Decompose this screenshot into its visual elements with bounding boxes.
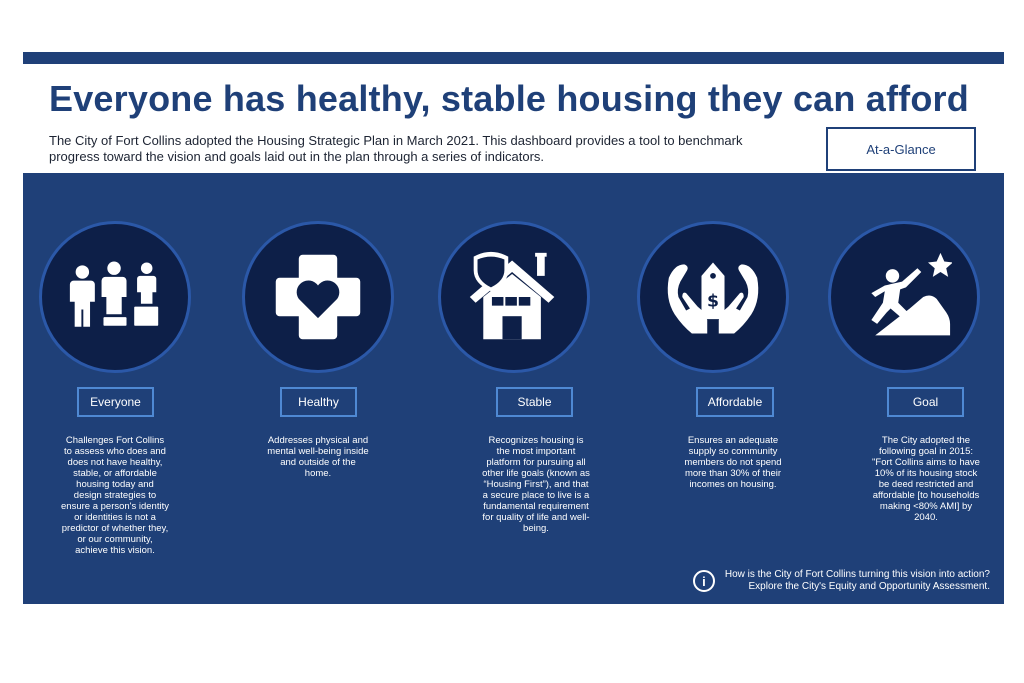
equity-assessment-link[interactable]: How is the City of Fort Collins turning … [725,569,990,593]
footer-line-1: How is the City of Fort Collins turning … [724,569,990,580]
page-title: Everyone has healthy, stable housing the… [49,78,969,119]
top-accent-bar [23,52,1004,64]
climber-star-icon [828,221,980,373]
stable-button[interactable]: Stable [496,387,573,417]
affordable-button[interactable]: Affordable [696,387,774,417]
hands-price-tag-icon: $ [637,221,789,373]
equity-assessment-note: i How is the City of Fort Collins turnin… [692,569,990,593]
stable-description-text: Recognizes housing is the most important… [482,435,590,534]
people-equity-icon [39,221,191,373]
footer-line-2: Explore the City's Equity and Opportunit… [748,581,990,592]
info-icon[interactable]: i [692,570,715,592]
goal-button[interactable]: Goal [887,387,964,417]
everyone-description: Challenges Fort Collins to assess who do… [25,435,205,556]
healthy-description-text: Addresses physical and mental well-being… [267,435,369,479]
heart-cross-icon [242,221,394,373]
affordable-description-text: Ensures an adequate supply so community … [684,435,782,490]
vision-panel: Everyone Challenges Fort Collins to asse… [23,173,1004,604]
healthy-description: Addresses physical and mental well-being… [228,435,408,479]
dashboard-frame: Everyone has healthy, stable housing the… [23,52,1004,604]
everyone-description-text: Challenges Fort Collins to assess who do… [61,435,169,556]
everyone-button[interactable]: Everyone [77,387,154,417]
goal-description-text: The City adopted the following goal in 2… [872,435,980,523]
intro-text: The City of Fort Collins adopted the Hou… [49,133,743,164]
stable-description: Recognizes housing is the most important… [446,435,626,534]
healthy-button[interactable]: Healthy [280,387,357,417]
affordable-description: Ensures an adequate supply so community … [643,435,823,490]
svg-text:$: $ [707,292,719,312]
at-a-glance-button[interactable]: At-a-Glance [826,127,976,171]
house-shield-icon [438,221,590,373]
goal-description: The City adopted the following goal in 2… [836,435,1016,523]
